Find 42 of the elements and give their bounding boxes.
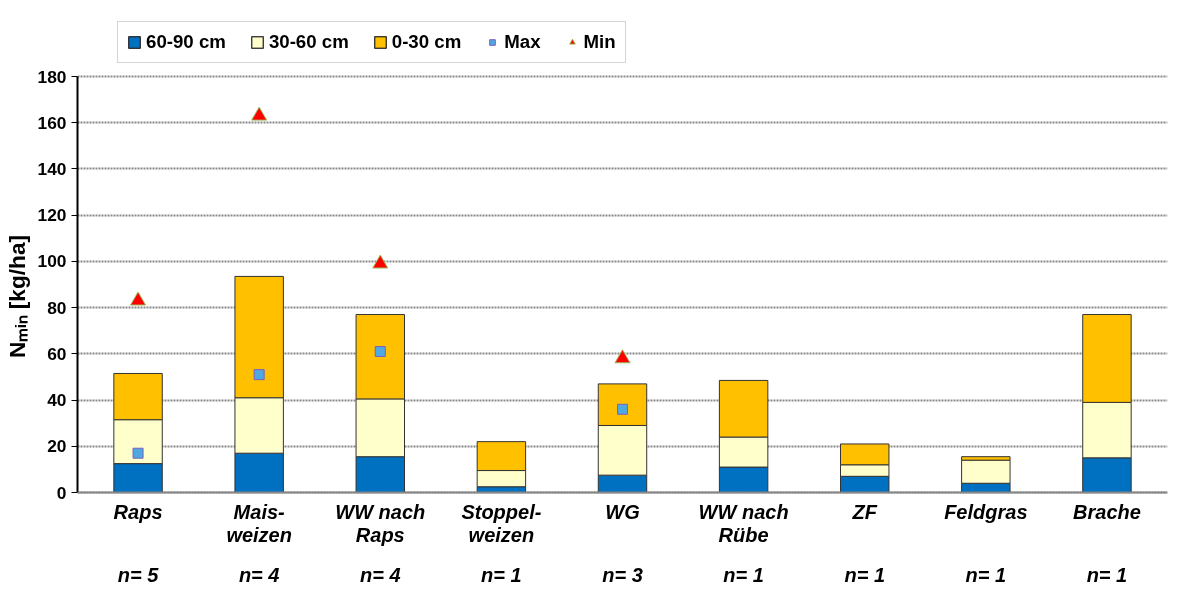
point bbox=[372, 254, 389, 269]
y-tick-label: 0 bbox=[56, 482, 67, 503]
legend-label: 0-30 cm bbox=[391, 31, 462, 53]
x-tick-label: Stoppel- weizen bbox=[461, 500, 542, 546]
point bbox=[614, 349, 631, 364]
text: n= 1 bbox=[844, 563, 886, 586]
x-tick-label: Mais- weizen bbox=[226, 500, 292, 546]
point bbox=[253, 369, 265, 381]
y-tick-label: 140 bbox=[37, 158, 67, 179]
x-tick-label: WW nach Rübe bbox=[698, 500, 789, 546]
legend-label: 60-90 cm bbox=[146, 31, 226, 53]
legend-label: Max bbox=[504, 31, 541, 53]
text: n= 5 bbox=[117, 563, 160, 586]
x-tick-label: ZF bbox=[851, 500, 878, 523]
legend-label: 30-60 cm bbox=[268, 31, 349, 53]
y-tick-label: 120 bbox=[37, 205, 67, 226]
x-tick-label: Raps bbox=[113, 500, 163, 523]
text: n= 3 bbox=[602, 563, 643, 586]
point bbox=[251, 106, 268, 121]
point bbox=[617, 403, 628, 415]
text: n= 1 bbox=[723, 563, 764, 586]
point bbox=[374, 346, 386, 358]
point bbox=[132, 447, 144, 459]
text: n= 4 bbox=[238, 563, 280, 586]
y-tick-label: 60 bbox=[47, 343, 67, 364]
x-tick-label: Feldgras bbox=[944, 500, 1028, 523]
y-tick-label: 20 bbox=[47, 436, 67, 457]
x-tick-label: WW nach Raps bbox=[335, 500, 426, 546]
text: n= 1 bbox=[1086, 563, 1128, 586]
y-axis-title: Nₘᵢₙ [kg/ha] bbox=[3, 234, 30, 359]
text: n= 1 bbox=[481, 563, 522, 586]
text: n= 1 bbox=[965, 563, 1007, 586]
text: n= 4 bbox=[359, 563, 401, 586]
y-tick-label: 40 bbox=[47, 390, 67, 411]
x-tick-label: WG bbox=[605, 500, 640, 523]
y-tick-label: 80 bbox=[47, 297, 67, 318]
y-tick-label: 100 bbox=[37, 251, 67, 272]
y-tick-label: 160 bbox=[37, 112, 67, 133]
legend-label: Min bbox=[583, 31, 616, 53]
y-tick-label: 180 bbox=[37, 66, 67, 87]
x-tick-label: Brache bbox=[1073, 500, 1141, 523]
point bbox=[130, 291, 147, 306]
